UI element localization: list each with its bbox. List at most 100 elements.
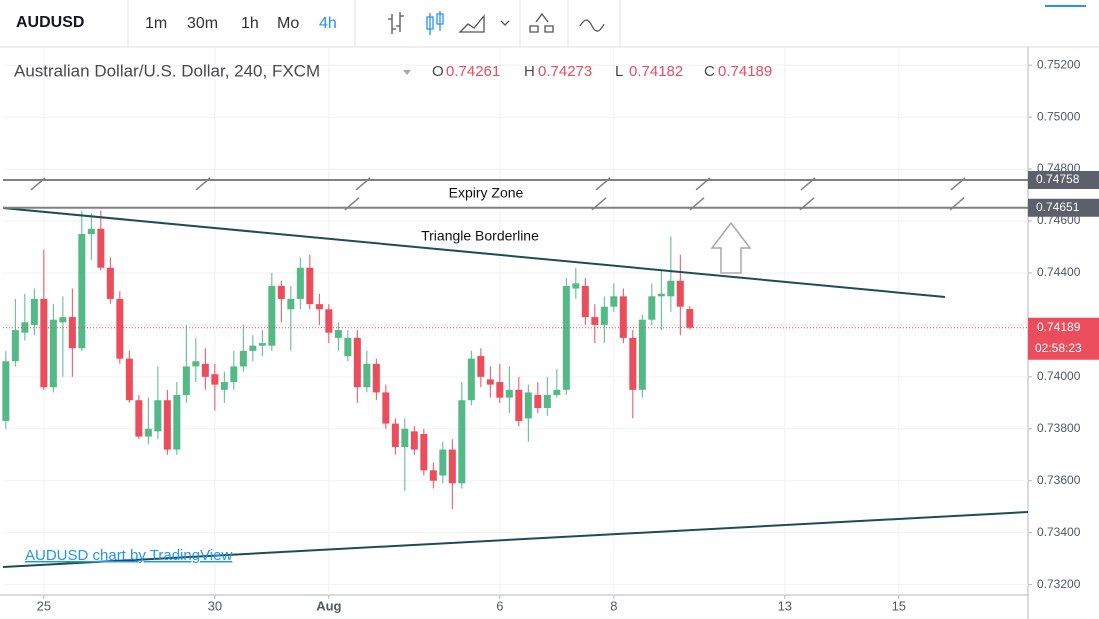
plot bbox=[2, 210, 694, 510]
y-tick-label: 0.73600 bbox=[1037, 473, 1081, 487]
candle-body bbox=[97, 228, 105, 268]
ohlc-letter: O bbox=[432, 63, 444, 80]
ohlc-value: 0.74273 bbox=[538, 63, 592, 80]
candle-body bbox=[68, 317, 76, 349]
triangle-upper-line bbox=[2, 207, 946, 298]
zone-hatch bbox=[591, 197, 607, 211]
candle-body bbox=[458, 400, 466, 484]
trendline-label: Triangle Borderline bbox=[421, 228, 539, 244]
candle-body bbox=[629, 337, 637, 390]
price-label-box bbox=[1028, 170, 1099, 189]
indicators-icon[interactable] bbox=[529, 12, 554, 33]
ohlc-value: 0.74261 bbox=[446, 63, 500, 80]
zone-hatch bbox=[355, 177, 371, 191]
y-tick-label: 0.74400 bbox=[1037, 265, 1081, 279]
candle-body bbox=[249, 345, 257, 351]
candle-body bbox=[78, 233, 86, 349]
candle-body bbox=[448, 449, 456, 484]
candle-body bbox=[116, 298, 124, 359]
price-label-box bbox=[1028, 198, 1099, 217]
candle-body bbox=[657, 293, 665, 297]
ohlc-value: 0.74182 bbox=[629, 63, 683, 80]
candle-body bbox=[524, 392, 532, 419]
compare-icon[interactable] bbox=[579, 19, 605, 32]
candle-body bbox=[676, 280, 684, 307]
zone-hatch bbox=[595, 177, 611, 191]
price-label: 0.74651 bbox=[1036, 200, 1080, 214]
zone-hatch bbox=[195, 177, 211, 191]
zone-hatch bbox=[950, 177, 966, 191]
candle-body bbox=[600, 306, 608, 325]
candle-body bbox=[505, 389, 513, 398]
y-tick-label: 0.73400 bbox=[1037, 525, 1081, 539]
y-tick-label: 0.74000 bbox=[1037, 369, 1081, 383]
candle-body bbox=[258, 343, 266, 346]
symbol[interactable]: AUDUSD bbox=[16, 14, 84, 31]
candle-body bbox=[163, 400, 171, 450]
candle-body bbox=[106, 267, 114, 299]
zone-hatch bbox=[30, 177, 46, 191]
candle-body bbox=[534, 395, 542, 409]
candle-body bbox=[268, 285, 276, 346]
candle-body bbox=[581, 285, 589, 318]
candle-body bbox=[648, 296, 656, 320]
x-tick-label: 25 bbox=[37, 598, 51, 613]
candle-body bbox=[572, 283, 580, 289]
interval-button[interactable]: 4h bbox=[319, 15, 337, 32]
candle-body bbox=[211, 374, 219, 385]
candle-body bbox=[543, 395, 551, 409]
candle-body bbox=[496, 382, 504, 398]
bars-icon[interactable] bbox=[388, 12, 404, 34]
ohlc-legend: O 0.74261 H 0.74273 L 0.74182 C 0.74189 bbox=[432, 63, 772, 80]
candle-body bbox=[353, 337, 361, 388]
candle-body bbox=[344, 337, 352, 357]
toolbar-icons[interactable] bbox=[388, 11, 605, 35]
candle-body bbox=[467, 358, 475, 401]
candle-body bbox=[562, 285, 570, 390]
candle-body bbox=[125, 358, 133, 401]
area-icon[interactable] bbox=[458, 14, 485, 33]
candle-body bbox=[2, 361, 10, 421]
toolbar bbox=[0, 0, 1099, 47]
zone-hatch bbox=[949, 197, 965, 211]
triangle-lower-line bbox=[2, 511, 1029, 568]
title-dropdown[interactable] bbox=[403, 70, 411, 75]
candle-body bbox=[410, 431, 418, 450]
candle-body bbox=[486, 379, 494, 385]
candle-body bbox=[391, 423, 399, 447]
x-tick-label: 13 bbox=[778, 598, 792, 613]
candle-body bbox=[638, 319, 646, 390]
countdown: 02:58:23 bbox=[1035, 341, 1082, 355]
y-tick-label: 0.75000 bbox=[1037, 109, 1081, 123]
last-price-box bbox=[1028, 317, 1099, 360]
interval-button[interactable]: 1m bbox=[145, 15, 167, 32]
candle-body bbox=[334, 330, 342, 338]
candle-body bbox=[144, 428, 152, 437]
interval-button[interactable]: 30m bbox=[187, 15, 218, 32]
grid bbox=[3, 47, 1028, 595]
price-label: 0.74758 bbox=[1036, 172, 1080, 186]
x-tick-label: 15 bbox=[892, 598, 906, 613]
interval-button[interactable]: Mo bbox=[277, 15, 299, 32]
up-arrow bbox=[710, 221, 752, 274]
candle-body bbox=[515, 389, 523, 421]
zone-hatch bbox=[689, 197, 705, 211]
toolbar-items: AUDUSD 1m 30m 1h Mo 4h bbox=[16, 14, 337, 32]
candle-body bbox=[182, 366, 190, 396]
candle-body bbox=[173, 395, 181, 450]
candle-body bbox=[277, 285, 285, 299]
y-tick-label: 0.73200 bbox=[1037, 577, 1081, 591]
candle-body bbox=[59, 317, 67, 323]
candle-body bbox=[192, 361, 200, 367]
watermark[interactable]: AUDUSD chart by TradingView bbox=[25, 547, 232, 564]
zone-hatch bbox=[800, 177, 816, 191]
candles-icon[interactable] bbox=[426, 11, 444, 35]
candle-body bbox=[30, 298, 38, 325]
chart-type-menu[interactable] bbox=[500, 20, 510, 26]
zone-hatch bbox=[695, 177, 711, 191]
candle-body bbox=[239, 350, 247, 367]
candle-body bbox=[420, 433, 428, 471]
candle-body bbox=[429, 470, 437, 481]
interval-button[interactable]: 1h bbox=[241, 15, 259, 32]
